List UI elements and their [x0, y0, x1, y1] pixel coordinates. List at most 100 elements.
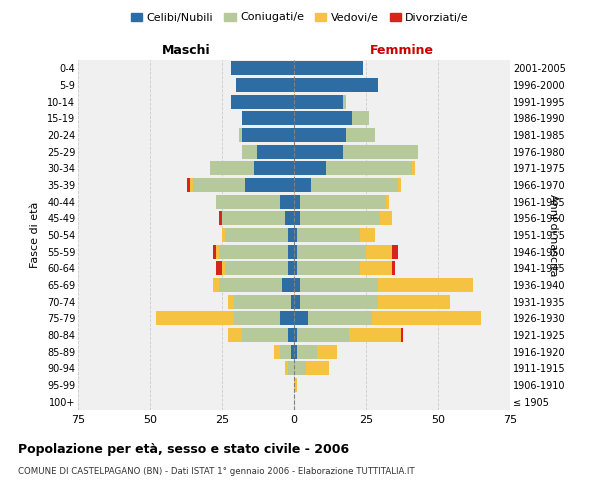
Bar [242, 144, 257, 159]
Bar [352, 112, 369, 126]
Bar [254, 162, 294, 175]
Bar [288, 328, 294, 342]
Bar [294, 112, 352, 126]
Bar [257, 144, 294, 159]
Bar [398, 178, 401, 192]
Bar [377, 278, 473, 292]
Bar [245, 178, 294, 192]
Bar [286, 211, 294, 226]
Bar [236, 78, 294, 92]
Text: Popolazione per età, sesso e stato civile - 2006: Popolazione per età, sesso e stato civil… [18, 442, 349, 456]
Bar [216, 261, 222, 276]
Bar [280, 344, 291, 359]
Bar [211, 162, 254, 175]
Bar [239, 128, 242, 142]
Text: Femmine: Femmine [370, 44, 434, 57]
Bar [360, 261, 392, 276]
Bar [294, 144, 343, 159]
Bar [294, 378, 297, 392]
Bar [294, 178, 311, 192]
Bar [294, 294, 300, 308]
Bar [242, 328, 288, 342]
Bar [242, 112, 294, 126]
Bar [193, 178, 245, 192]
Bar [308, 311, 372, 326]
Bar [300, 194, 386, 209]
Bar [300, 211, 380, 226]
Bar [294, 162, 326, 175]
Bar [294, 94, 343, 109]
Bar [294, 62, 363, 76]
Bar [288, 361, 294, 376]
Bar [187, 178, 190, 192]
Bar [294, 344, 297, 359]
Bar [343, 144, 418, 159]
Legend: Celibi/Nubili, Coniugati/e, Vedovi/e, Divorziati/e: Celibi/Nubili, Coniugati/e, Vedovi/e, Di… [127, 8, 473, 27]
Bar [294, 211, 300, 226]
Bar [156, 311, 233, 326]
Bar [294, 78, 377, 92]
Bar [294, 228, 297, 242]
Text: COMUNE DI CASTELPAGANO (BN) - Dati ISTAT 1° gennaio 2006 - Elaborazione TUTTITAL: COMUNE DI CASTELPAGANO (BN) - Dati ISTAT… [18, 468, 415, 476]
Bar [288, 261, 294, 276]
Bar [294, 128, 346, 142]
Bar [214, 244, 216, 259]
Bar [190, 178, 193, 192]
Bar [219, 278, 283, 292]
Bar [280, 194, 294, 209]
Bar [294, 328, 297, 342]
Bar [274, 344, 280, 359]
Bar [225, 261, 288, 276]
Bar [222, 211, 286, 226]
Bar [343, 94, 346, 109]
Bar [297, 244, 366, 259]
Bar [228, 328, 242, 342]
Bar [326, 162, 412, 175]
Text: Maschi: Maschi [161, 44, 211, 57]
Bar [233, 294, 291, 308]
Bar [366, 244, 392, 259]
Bar [294, 244, 297, 259]
Bar [214, 278, 219, 292]
Bar [392, 244, 398, 259]
Bar [219, 244, 288, 259]
Bar [233, 311, 280, 326]
Bar [349, 328, 401, 342]
Bar [372, 311, 481, 326]
Bar [291, 344, 294, 359]
Bar [288, 244, 294, 259]
Bar [297, 261, 360, 276]
Bar [294, 194, 300, 209]
Bar [392, 261, 395, 276]
Bar [305, 361, 329, 376]
Bar [222, 261, 225, 276]
Bar [291, 294, 294, 308]
Bar [280, 311, 294, 326]
Bar [346, 128, 374, 142]
Bar [360, 228, 374, 242]
Bar [230, 62, 294, 76]
Bar [294, 278, 300, 292]
Bar [222, 228, 225, 242]
Bar [377, 294, 449, 308]
Bar [286, 361, 288, 376]
Bar [242, 128, 294, 142]
Bar [297, 228, 360, 242]
Bar [219, 211, 222, 226]
Bar [401, 328, 403, 342]
Bar [225, 228, 288, 242]
Bar [283, 278, 294, 292]
Bar [311, 178, 398, 192]
Text: Anni di nascita: Anni di nascita [548, 194, 558, 276]
Bar [386, 194, 389, 209]
Bar [294, 261, 297, 276]
Bar [294, 311, 308, 326]
Bar [216, 194, 280, 209]
Bar [412, 162, 415, 175]
Bar [297, 344, 317, 359]
Bar [297, 328, 349, 342]
Bar [317, 344, 337, 359]
Bar [216, 244, 219, 259]
Bar [228, 294, 233, 308]
Bar [294, 361, 305, 376]
